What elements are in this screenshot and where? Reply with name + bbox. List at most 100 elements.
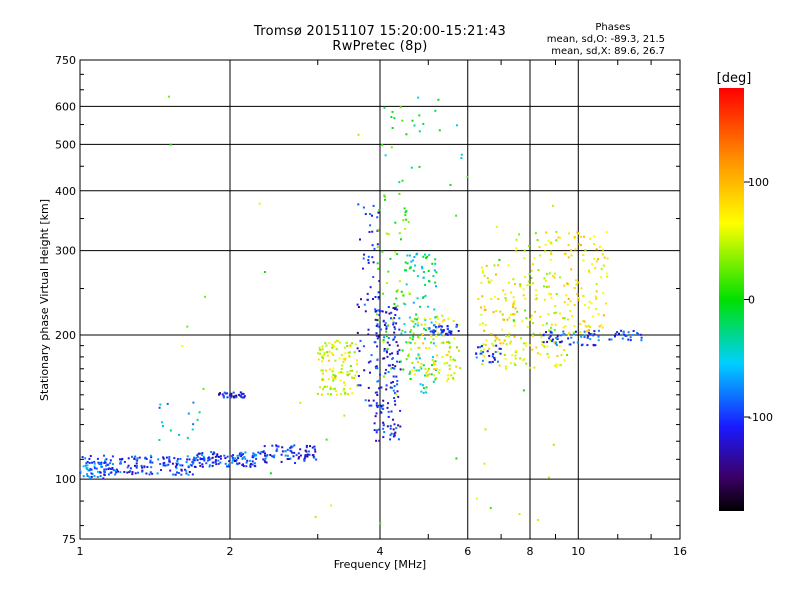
data-point (481, 322, 484, 325)
data-point (430, 334, 433, 337)
data-point (433, 368, 436, 371)
data-point (103, 471, 106, 474)
y-axis-label: Stationary phase Virtual Height [km] (38, 199, 51, 401)
data-point (105, 464, 108, 467)
data-point (448, 330, 451, 332)
data-point (512, 303, 515, 306)
data-point (413, 317, 416, 320)
data-point (548, 337, 551, 340)
data-point (508, 334, 510, 337)
data-point (445, 354, 447, 357)
data-point (448, 331, 451, 334)
data-point (231, 459, 234, 462)
data-point (543, 298, 546, 301)
data-point (326, 354, 329, 357)
data-point (158, 406, 161, 409)
data-point (384, 322, 387, 325)
data-point (410, 329, 413, 331)
data-point (351, 392, 354, 395)
data-point (400, 290, 403, 293)
data-point (141, 469, 144, 472)
data-point (117, 470, 119, 473)
data-point (540, 336, 543, 339)
data-point (379, 310, 382, 312)
data-point (405, 210, 408, 213)
data-point (385, 384, 388, 387)
data-point (460, 153, 463, 156)
data-point (379, 328, 382, 331)
data-point (378, 314, 381, 316)
data-point (559, 312, 562, 315)
data-point (201, 454, 204, 456)
data-point (528, 283, 531, 286)
data-point (424, 329, 427, 331)
data-point (399, 409, 402, 412)
data-point (584, 334, 587, 337)
data-point (185, 472, 188, 475)
data-point (402, 219, 405, 222)
data-point (394, 251, 397, 254)
data-point (372, 276, 375, 278)
data-point (600, 268, 603, 270)
data-point (423, 327, 426, 330)
data-point (421, 333, 424, 335)
data-point (396, 304, 399, 307)
data-point (282, 450, 285, 453)
data-point (478, 323, 481, 326)
data-point (357, 133, 360, 136)
data-point (569, 343, 572, 346)
data-point (378, 405, 381, 408)
data-point (90, 472, 93, 475)
data-point (550, 326, 552, 329)
data-point (380, 386, 383, 389)
data-point (432, 380, 435, 383)
data-point (385, 350, 388, 353)
data-point (407, 220, 410, 223)
data-point (439, 333, 442, 336)
data-point (623, 333, 626, 336)
data-point (374, 296, 377, 298)
data-point (323, 386, 326, 388)
data-point (327, 378, 330, 381)
data-point (385, 368, 387, 371)
data-point (489, 507, 492, 510)
data-point (167, 463, 170, 466)
data-point (232, 454, 234, 457)
data-point (409, 378, 412, 380)
data-point (235, 459, 238, 461)
data-point (503, 339, 506, 342)
data-point (344, 358, 347, 361)
data-point (395, 375, 398, 378)
data-point (376, 358, 379, 361)
data-point (543, 277, 546, 280)
x-tick-label: 1 (77, 545, 84, 558)
data-point (558, 345, 561, 348)
data-point (289, 449, 292, 452)
data-point (543, 345, 546, 348)
data-point (597, 329, 600, 332)
data-point (409, 330, 412, 333)
data-point (455, 325, 458, 328)
data-point (535, 346, 538, 349)
data-point (409, 341, 412, 344)
data-point (349, 344, 352, 347)
data-point (129, 467, 132, 470)
data-point (373, 341, 376, 344)
x-axis-label: Frequency [MHz] (334, 558, 426, 571)
chart-subtitle: RwPretec (8p) (332, 39, 428, 54)
data-point (112, 469, 115, 472)
data-point (398, 360, 401, 363)
data-point (640, 339, 643, 342)
data-point (447, 340, 450, 343)
data-point (548, 329, 550, 332)
data-point (367, 255, 370, 258)
data-point (372, 399, 375, 402)
data-point (227, 465, 230, 468)
data-point (429, 317, 432, 320)
data-point (103, 454, 105, 457)
data-point (393, 423, 396, 426)
data-point (111, 467, 114, 470)
data-point (382, 292, 385, 295)
data-point (374, 391, 377, 394)
data-point (186, 458, 189, 461)
